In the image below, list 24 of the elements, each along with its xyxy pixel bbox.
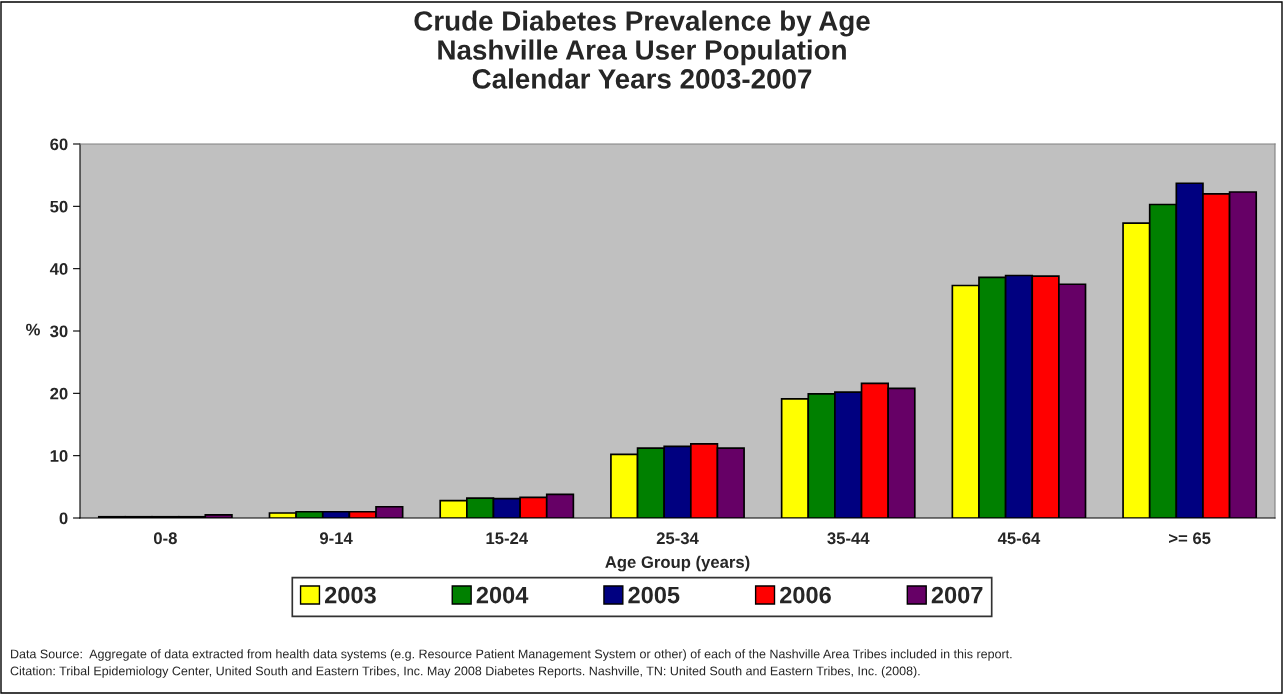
chart-title: Crude Diabetes Prevalence by Age Nashville Area User Population Calendar Years 2003-2007 [414,10,870,89]
y-tick-label: 40 [49,263,68,275]
y-tick-label: 60 [50,138,68,151]
x-tick-label: >= 65 [1169,532,1211,545]
legend-label: 2005 [628,586,680,604]
source-note: Data Source: Aggregate of data extracted from health data systems (e.g. Resource Patient Management System or other) of each of the Nashville Area Tribes included in this report. [11,649,1012,661]
y-axis-title: % [26,323,40,336]
y-tick-label: 10 [50,450,68,462]
x-tick-label: 35-44 [827,532,870,545]
y-tick-label: 30 [50,325,68,338]
text: Citation: Tribal Epidemiology Center, United South and Eastern Tribes, Inc. May 2008 Diabetes Reports. Nashville, TN: United South and Eastern Tribes, Inc. (2008). [10,666,920,678]
legend-label: 2006 [780,586,831,604]
legend-label: 2007 [931,586,983,604]
x-axis-title: Age Group (years) [605,555,750,572]
x-tick-label: 15-24 [486,532,529,545]
x-tick-label: 9-14 [319,532,353,545]
y-tick-label: 20 [50,387,68,400]
legend-label: 2004 [476,586,529,604]
x-tick-label: 0-8 [153,532,177,545]
y-tick-label: 0 [59,512,68,525]
legend-label: 2003 [324,586,376,604]
x-tick-label: 25-34 [656,532,699,545]
x-tick-label: 45-64 [997,532,1041,545]
y-tick-label: 50 [50,200,68,213]
